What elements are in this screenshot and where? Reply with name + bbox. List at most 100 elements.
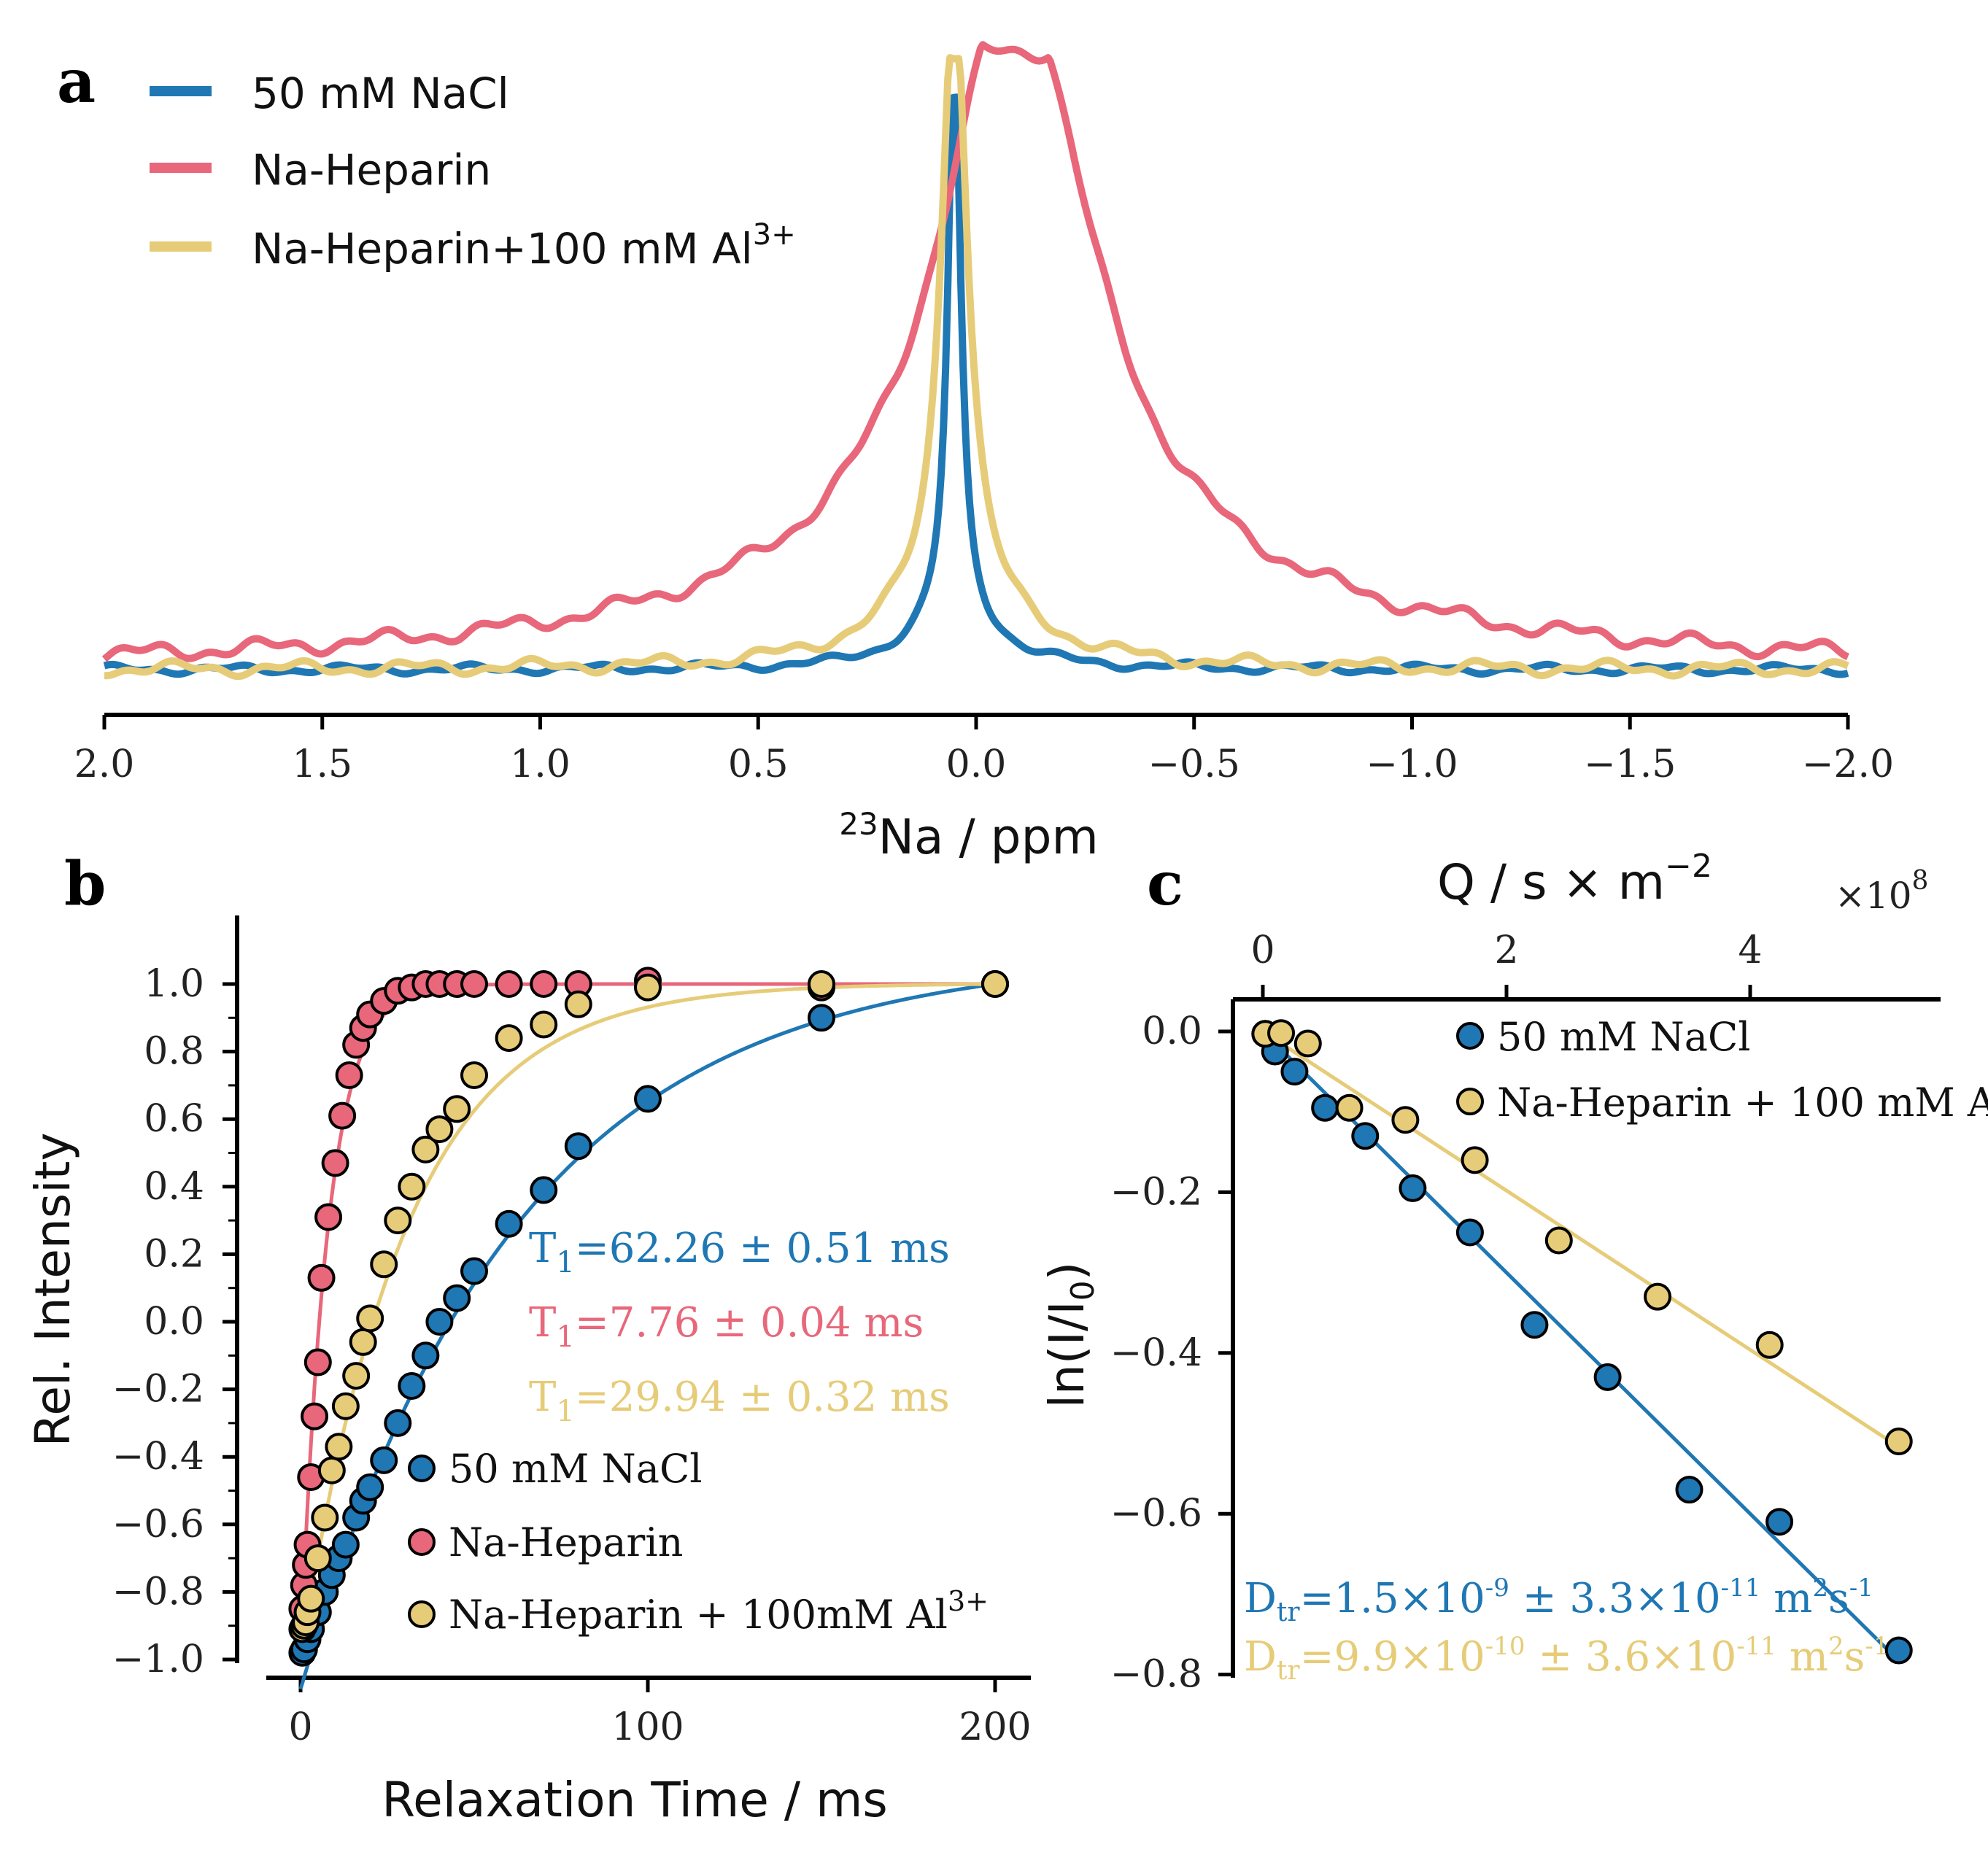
panel-a-letter: a <box>57 47 96 117</box>
b-point-2 <box>325 1433 353 1461</box>
panel-b: b 1.0 0.8 0.6 0.4 0.2 0.0 −0.2 −0.4 −0.6 −0.8 −1.0… <box>25 849 1032 1828</box>
a-x-tick-label: −0.5 <box>1148 743 1240 786</box>
b-point-1 <box>321 1149 349 1177</box>
b-y-tick-label: 1.0 <box>144 962 204 1006</box>
panel-b-y-label: Rel. Intensity <box>25 1132 81 1447</box>
b-y-tick-label: −0.4 <box>112 1435 204 1479</box>
b-x-tick-label: 100 <box>611 1705 684 1749</box>
legend-c-label-0: 50 mM NaCl <box>1497 1014 1751 1060</box>
legend-a-label-2: Na-Heparin+100 mM Al3+ <box>252 218 796 274</box>
c-point-0 <box>1351 1122 1380 1150</box>
panel-c-y-ticks: 0.0 −0.2 −0.4 −0.6 −0.8 <box>1110 1010 1233 1697</box>
panel-b-x-ticks: 0 100 200 <box>288 1678 1032 1749</box>
b-point-0 <box>495 1209 523 1238</box>
b-point-1 <box>335 1061 363 1090</box>
c-fit-line-1 <box>1261 1029 1900 1449</box>
b-point-0 <box>411 1341 440 1370</box>
b-point-2 <box>564 990 592 1018</box>
b-point-2 <box>460 1061 488 1090</box>
c-point-0 <box>1399 1174 1427 1202</box>
spectrum-line-2 <box>103 54 1849 681</box>
c-y-tick-label: 0.0 <box>1142 1010 1202 1053</box>
b-point-2 <box>349 1328 377 1356</box>
panel-c-points <box>1251 1019 1913 1665</box>
c-point-0 <box>1675 1476 1703 1504</box>
b-x-tick-label: 0 <box>288 1705 312 1749</box>
a-x-tick-label: 0.0 <box>946 743 1007 786</box>
b-point-2 <box>356 1304 384 1333</box>
c-point-0 <box>1280 1058 1309 1086</box>
panel-b-points <box>288 967 1009 1667</box>
legend-a-item-2: Na-Heparin+100 mM Al3+ <box>150 218 796 274</box>
c-point-1 <box>1884 1428 1913 1456</box>
b-point-2 <box>370 1250 398 1279</box>
b-point-0 <box>530 1176 558 1204</box>
b-point-2 <box>331 1392 360 1420</box>
panel-c-x-ticks: 0 2 4 <box>1250 929 1763 999</box>
b-point-1 <box>530 970 558 998</box>
legend-b-item-2: Na-Heparin + 100mM Al3+ <box>408 1585 989 1638</box>
b-point-1 <box>303 1348 332 1376</box>
panel-a-curves <box>101 41 1849 681</box>
a-x-tick-label: 2.0 <box>74 743 135 786</box>
b-point-0 <box>808 1004 835 1032</box>
legend-b-marker-1 <box>408 1528 436 1556</box>
b-point-1 <box>314 1203 343 1231</box>
c-point-0 <box>1455 1218 1484 1247</box>
b-point-1 <box>460 970 488 998</box>
legend-b-label-0: 50 mM NaCl <box>449 1446 703 1492</box>
b-x-tick-label: 200 <box>959 1705 1031 1749</box>
legend-a-label-1: Na-Heparin <box>252 145 491 195</box>
panel-b-legend: 50 mM NaCl Na-Heparin Na-Heparin + 100mM… <box>408 1446 989 1638</box>
legend-c-marker-1 <box>1456 1088 1484 1115</box>
legend-b-marker-0 <box>408 1455 436 1482</box>
c-point-0 <box>1520 1311 1549 1339</box>
b-point-2 <box>384 1207 412 1235</box>
panel-c: c 0 2 4 0.0 −0.2 −0.4 −0.6 −0.8 Q / s × m−2 ×1… <box>1039 848 1988 1697</box>
t1-annotation-heparin: T1=7.76 ± 0.04 ms <box>529 1299 924 1354</box>
a-x-tick-label: 1.0 <box>510 743 571 786</box>
b-point-0 <box>356 1473 384 1501</box>
b-point-0 <box>425 1308 454 1336</box>
dtr-annotation-nacl: Dtr=1.5×10-9 ± 3.3×10-11 m2s-1 <box>1244 1573 1873 1627</box>
c-point-0 <box>1593 1363 1622 1391</box>
panel-b-letter: b <box>64 849 106 919</box>
panel-c-legend: 50 mM NaCl Na-Heparin + 100 mM Al3+ <box>1456 1014 1988 1126</box>
b-point-2 <box>411 1135 440 1163</box>
panel-c-annotations: Dtr=1.5×10-9 ± 3.3×10-11 m2s-1 Dtr=9.9×1… <box>1244 1573 1889 1686</box>
b-point-0 <box>331 1530 360 1559</box>
b-y-tick-label: 0.2 <box>144 1232 204 1276</box>
c-point-1 <box>1391 1106 1420 1134</box>
b-y-tick-label: −0.8 <box>112 1570 204 1614</box>
panel-a-legend: 50 mM NaCl Na-Heparin Na-Heparin+100 mM … <box>150 69 796 274</box>
b-point-2 <box>981 970 1009 998</box>
b-point-1 <box>307 1263 336 1292</box>
spectrum-line-1 <box>101 41 1849 662</box>
panel-b-annotations: T1=62.26 ± 0.51 ms T1=7.76 ± 0.04 ms T1=… <box>529 1225 950 1428</box>
b-point-2 <box>398 1172 426 1201</box>
legend-b-marker-2 <box>408 1600 436 1628</box>
legend-b-item-0: 50 mM NaCl <box>408 1446 703 1492</box>
a-x-tick-label: 1.5 <box>292 743 352 786</box>
b-point-2 <box>311 1503 339 1532</box>
b-point-0 <box>564 1132 592 1161</box>
panel-a-x-label: 23Na / ppm <box>839 806 1099 865</box>
c-x-tick-label: 4 <box>1738 929 1762 972</box>
legend-c-label-1: Na-Heparin + 100 mM Al3+ <box>1497 1073 1988 1126</box>
panel-c-x-label: Q / s × m−2 <box>1437 848 1712 910</box>
b-point-2 <box>808 970 835 998</box>
a-x-tick-label: 0.5 <box>728 743 789 786</box>
a-x-tick-label: −2.0 <box>1802 743 1894 786</box>
panel-b-x-label: Relaxation Time / ms <box>382 1772 888 1828</box>
b-point-2 <box>297 1584 325 1613</box>
panel-c-y-label: ln(I/I0) <box>1039 1262 1102 1409</box>
c-point-1 <box>1544 1226 1573 1255</box>
c-point-0 <box>1765 1508 1794 1536</box>
b-point-2 <box>443 1095 471 1123</box>
panel-c-letter: c <box>1147 849 1183 919</box>
b-y-tick-label: 0.0 <box>144 1300 204 1344</box>
b-point-2 <box>303 1544 332 1573</box>
legend-a-item-0: 50 mM NaCl <box>150 69 509 118</box>
t1-annotation-heparin-al: T1=29.94 ± 0.32 ms <box>529 1374 950 1428</box>
legend-c-item-0: 50 mM NaCl <box>1456 1014 1751 1060</box>
